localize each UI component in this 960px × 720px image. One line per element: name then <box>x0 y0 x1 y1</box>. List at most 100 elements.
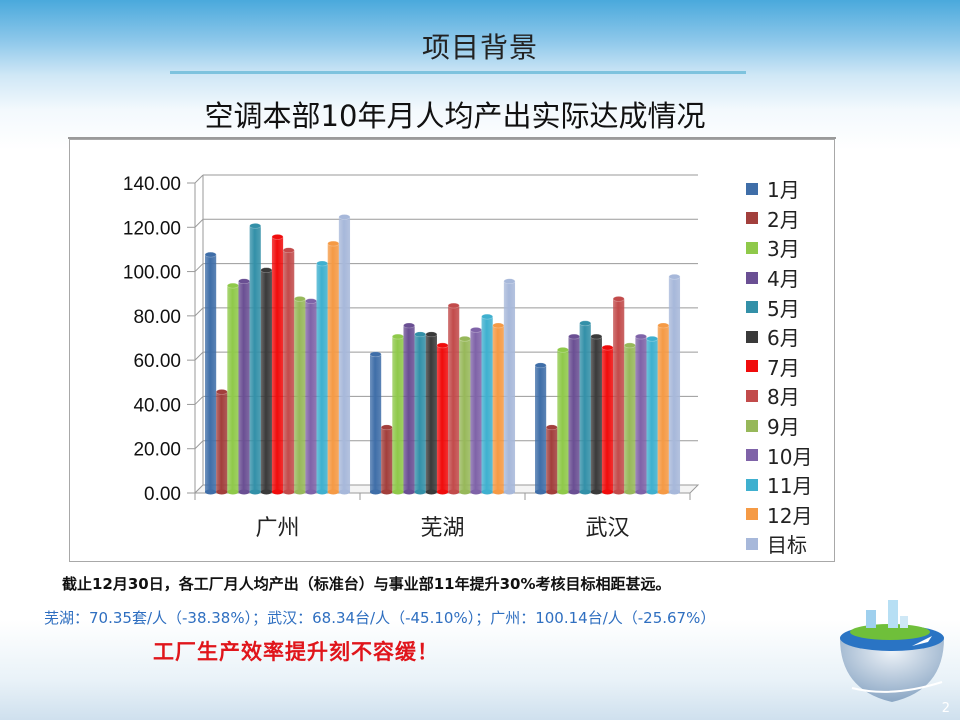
y-tick-label: 60.00 <box>133 351 181 372</box>
bar <box>557 347 569 495</box>
bar <box>271 234 284 495</box>
y-tick-label: 40.00 <box>133 395 181 416</box>
bar <box>436 342 449 495</box>
legend-swatch-icon <box>746 360 758 373</box>
bar-chart: 0.00 20.00 40.00 60.00 80.00 100.00 120.00 140.… <box>123 174 700 541</box>
legend-label: 9月 <box>767 415 800 440</box>
bar <box>369 351 382 495</box>
summary-note: 截止12月30日，各工厂月人均产出（标准台）与事业部11年提升30%考核目标相距… <box>62 575 671 593</box>
bar <box>204 251 217 495</box>
legend-item: 4月 <box>746 263 836 293</box>
bar <box>458 335 471 495</box>
legend-label: 11月 <box>767 474 813 499</box>
globe-decoration-icon <box>840 600 944 702</box>
bar <box>425 331 438 495</box>
bar <box>414 331 427 495</box>
bar <box>579 320 592 495</box>
x-category-label: 芜湖 <box>420 516 464 541</box>
bar <box>503 278 516 495</box>
legend-item: 目标 <box>746 529 836 559</box>
legend-item: 7月 <box>746 352 836 382</box>
bar <box>327 240 340 495</box>
legend-label: 3月 <box>767 237 800 262</box>
x-category-label: 武汉 <box>585 516 629 541</box>
legend-swatch-icon <box>746 212 758 225</box>
bar <box>590 333 603 495</box>
bar <box>282 247 295 495</box>
bar <box>215 389 228 495</box>
bar <box>392 333 404 495</box>
legend-item: 3月 <box>746 233 836 263</box>
legend-item: 6月 <box>746 322 836 352</box>
legend-swatch-icon <box>746 508 758 521</box>
legend-label: 10月 <box>767 444 813 469</box>
legend-swatch-icon <box>746 241 758 254</box>
bar <box>260 267 273 495</box>
bar <box>534 362 547 495</box>
title-divider <box>170 71 746 74</box>
legend-item: 1月 <box>746 174 836 204</box>
bar <box>238 278 250 495</box>
legend-swatch-icon <box>746 478 758 491</box>
slide-title: 项目背景 <box>421 31 538 64</box>
legend-label: 1月 <box>767 178 800 203</box>
bar <box>403 322 415 495</box>
bar <box>635 333 647 495</box>
y-tick-label: 100.00 <box>123 263 181 284</box>
bar <box>492 322 505 495</box>
y-tick-label: 80.00 <box>133 307 181 328</box>
callout-text: 工厂生产效率提升刻不容缓！ <box>153 640 439 664</box>
heading-divider <box>68 137 836 139</box>
legend-swatch-icon <box>746 419 758 432</box>
legend-label: 目标 <box>767 533 807 558</box>
legend-label: 2月 <box>767 207 800 232</box>
legend-swatch-icon <box>746 330 758 343</box>
legend-label: 8月 <box>767 385 800 410</box>
legend-label: 7月 <box>767 355 800 380</box>
chart-heading: 空调本部10年月人均产出实际达成情况 <box>204 99 706 133</box>
bar <box>447 302 460 495</box>
legend-swatch-icon <box>746 389 758 402</box>
bar <box>601 344 614 495</box>
y-tick-label: 0.00 <box>144 484 181 505</box>
legend-item: 5月 <box>746 292 836 322</box>
bar <box>293 296 306 495</box>
bar <box>646 335 659 495</box>
y-tick-label: 20.00 <box>133 440 181 461</box>
legend-item: 12月 <box>746 500 836 530</box>
x-category-label: 广州 <box>255 516 299 541</box>
legend-swatch-icon <box>746 182 758 195</box>
legend-label: 5月 <box>767 296 800 321</box>
bar <box>380 424 393 495</box>
legend-item: 2月 <box>746 204 836 234</box>
bar <box>481 313 494 495</box>
bar <box>545 424 558 495</box>
chart-container: 0.00 20.00 40.00 60.00 80.00 100.00 120.00 140.… <box>69 139 835 562</box>
bar <box>470 327 482 495</box>
legend-item: 9月 <box>746 411 836 441</box>
legend-item: 10月 <box>746 440 836 470</box>
legend-item: 11月 <box>746 470 836 500</box>
bar <box>612 296 625 495</box>
bar <box>227 282 239 495</box>
legend-swatch-icon <box>746 537 758 550</box>
bar <box>338 214 351 495</box>
legend-swatch-icon <box>746 449 758 462</box>
bar <box>668 273 681 495</box>
bar <box>316 260 329 495</box>
y-tick-label: 120.00 <box>123 218 181 239</box>
y-tick-label: 140.00 <box>123 174 181 195</box>
bar <box>305 298 317 495</box>
bar <box>249 223 262 495</box>
legend-swatch-icon <box>746 271 758 284</box>
page-number: 2 <box>941 701 950 716</box>
bar <box>657 322 670 495</box>
chart-legend: 1月 2月 3月 4月 5月 6月 7月 8月 9月 10月 11月 12月目标 <box>746 174 836 559</box>
legend-label: 12月 <box>767 503 813 528</box>
legend-label: 6月 <box>767 326 800 351</box>
legend-item: 8月 <box>746 381 836 411</box>
bar <box>623 342 636 495</box>
factory-stats: 芜湖：70.35套/人（-38.38%）；武汉：68.34台/人（-45.10%… <box>44 609 716 627</box>
legend-swatch-icon <box>746 301 758 314</box>
legend-label: 4月 <box>767 267 800 292</box>
